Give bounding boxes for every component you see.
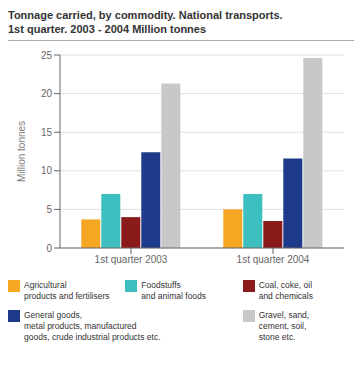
svg-text:10: 10: [41, 165, 53, 176]
svg-text:5: 5: [46, 204, 52, 215]
html-text:Gravel, sand, cement, soil, st: Gravel, sand, cement, soil, stone etc.: [258, 310, 310, 342]
html-text:Coal, coke, oil and chemicals: Coal, coke, oil and chemicals: [258, 280, 313, 301]
html-text:Foodstuffs and animal foods: Foodstuffs and animal foods: [141, 280, 207, 301]
html-text:Tonnage carried, by commodity.: Tonnage carried, by commodity. National …: [8, 9, 283, 35]
html-text:General goods, metal products,: General goods, metal products, manufactu…: [24, 310, 161, 342]
svg-text:0: 0: [46, 243, 52, 254]
svg-text:1st quarter 2003: 1st quarter 2003: [95, 254, 168, 265]
svg-text:1st quarter 2004: 1st quarter 2004: [237, 254, 310, 265]
svg-text:20: 20: [41, 88, 53, 99]
html-text:Agricultural products and fert: Agricultural products and fertilisers: [24, 280, 110, 301]
svg-text:25: 25: [41, 50, 53, 61]
svg-text:15: 15: [41, 127, 53, 138]
svg-text:Million tonnes: Million tonnes: [16, 121, 27, 182]
